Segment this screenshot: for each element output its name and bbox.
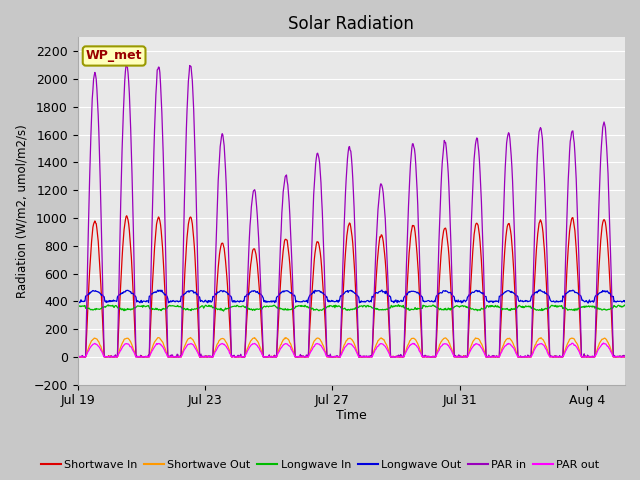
Title: Solar Radiation: Solar Radiation [289,15,414,33]
Text: WP_met: WP_met [86,49,142,62]
X-axis label: Time: Time [336,409,367,422]
Y-axis label: Radiation (W/m2, umol/m2/s): Radiation (W/m2, umol/m2/s) [15,124,28,298]
Legend: Shortwave In, Shortwave Out, Longwave In, Longwave Out, PAR in, PAR out: Shortwave In, Shortwave Out, Longwave In… [36,456,604,474]
